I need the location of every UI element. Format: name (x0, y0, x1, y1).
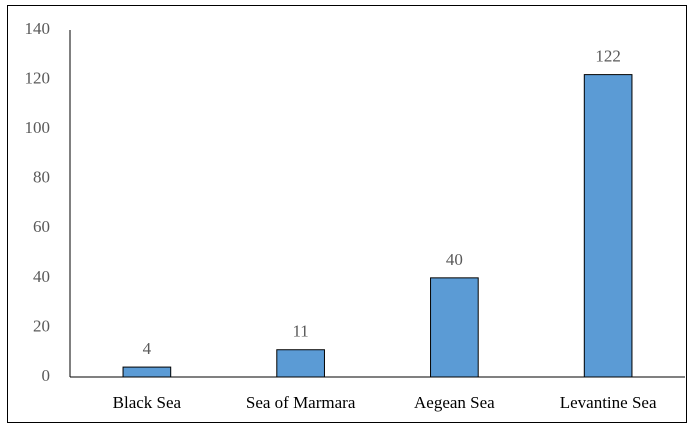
x-tick-label: Aegean Sea (414, 393, 495, 412)
y-tick-label: 20 (33, 316, 50, 335)
data-label: 11 (292, 322, 308, 341)
y-tick-label: 120 (25, 68, 51, 87)
y-tick-label: 0 (42, 366, 51, 385)
y-tick-label: 140 (25, 19, 51, 38)
bar (276, 349, 325, 378)
x-tick-label: Black Sea (113, 393, 182, 412)
y-tick-label: 100 (25, 118, 51, 137)
y-tick-label: 60 (33, 217, 50, 236)
y-tick-label: 40 (33, 267, 50, 286)
data-label: 122 (595, 47, 621, 66)
y-tick-label: 80 (33, 168, 50, 187)
x-tick-label: Levantine Sea (560, 393, 657, 412)
data-label: 4 (143, 339, 152, 358)
bar (583, 74, 633, 378)
x-tick-label: Sea of Marmara (246, 393, 356, 412)
bar (430, 277, 479, 378)
bar (122, 366, 172, 378)
data-label: 40 (446, 250, 463, 269)
